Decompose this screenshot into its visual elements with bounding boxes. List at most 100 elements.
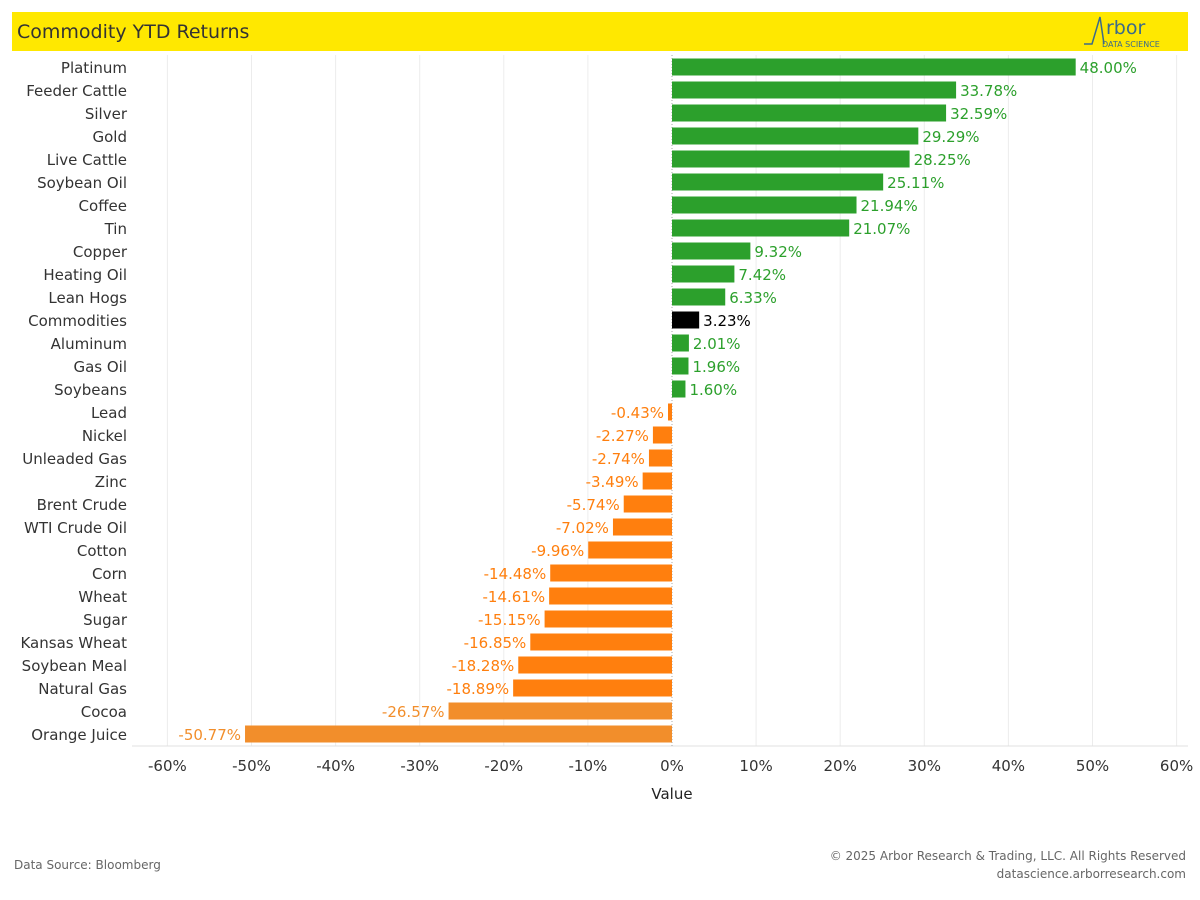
- category-label: Natural Gas: [38, 680, 127, 698]
- bar: [672, 150, 910, 168]
- data-label: 33.78%: [960, 82, 1017, 100]
- bar: [245, 725, 673, 743]
- bar: [672, 219, 850, 237]
- bar: [672, 127, 919, 145]
- bar: [672, 173, 884, 191]
- category-label: Soybeans: [54, 381, 127, 399]
- data-label: 29.29%: [922, 128, 979, 146]
- category-label: Cotton: [77, 542, 127, 560]
- bar: [518, 656, 672, 674]
- bar: [672, 58, 1076, 76]
- bar: [550, 564, 672, 582]
- category-label: Commodities: [28, 312, 127, 330]
- data-label: -18.28%: [452, 657, 515, 675]
- bar: [672, 334, 689, 352]
- data-label: -2.74%: [592, 450, 645, 468]
- category-label: Lead: [91, 404, 127, 422]
- bar: [612, 518, 672, 536]
- data-source: Data Source: Bloomberg: [14, 858, 161, 872]
- data-label: -50.77%: [178, 726, 241, 744]
- x-tick-label: 40%: [992, 757, 1025, 775]
- category-label: Live Cattle: [47, 151, 127, 169]
- data-label: 48.00%: [1080, 59, 1137, 77]
- x-tick-label: -60%: [148, 757, 187, 775]
- data-label: 28.25%: [914, 151, 971, 169]
- category-label: Gas Oil: [73, 358, 127, 376]
- x-tick-label: 10%: [739, 757, 772, 775]
- data-label: 1.60%: [689, 381, 737, 399]
- data-label: 32.59%: [950, 105, 1007, 123]
- bar: [513, 679, 672, 697]
- bar: [642, 472, 672, 490]
- data-label: -14.48%: [484, 565, 547, 583]
- category-label: Lean Hogs: [48, 289, 127, 307]
- category-label: Orange Juice: [31, 726, 127, 744]
- x-tick-label: -30%: [400, 757, 439, 775]
- category-label: Soybean Meal: [22, 657, 127, 675]
- svg-text:DATA SCIENCE: DATA SCIENCE: [1102, 40, 1160, 49]
- category-label: Brent Crude: [37, 496, 127, 514]
- category-label: Unleaded Gas: [22, 450, 127, 468]
- copyright: © 2025 Arbor Research & Trading, LLC. Al…: [829, 849, 1186, 863]
- data-label: -14.61%: [483, 588, 546, 606]
- data-label: 1.96%: [692, 358, 740, 376]
- bar: [672, 81, 957, 99]
- category-label: Zinc: [95, 473, 127, 491]
- arbor-logo: rbor DATA SCIENCE: [1084, 16, 1160, 49]
- website-link[interactable]: datascience.arborresearch.com: [996, 867, 1186, 881]
- bar: [672, 196, 857, 214]
- data-label: 21.07%: [853, 220, 910, 238]
- chart-title: Commodity YTD Returns: [17, 21, 250, 43]
- x-tick-label: 60%: [1160, 757, 1193, 775]
- category-label: Kansas Wheat: [20, 634, 127, 652]
- data-label: 9.32%: [754, 243, 802, 261]
- data-label: 6.33%: [729, 289, 777, 307]
- x-tick-label: 50%: [1076, 757, 1109, 775]
- data-label: 3.23%: [703, 312, 751, 330]
- bar: [623, 495, 672, 513]
- category-label: WTI Crude Oil: [24, 519, 127, 537]
- bar: [549, 587, 672, 605]
- bar: [672, 242, 751, 260]
- data-label: 2.01%: [693, 335, 741, 353]
- category-label: Sugar: [83, 611, 128, 629]
- category-label: Heating Oil: [43, 266, 127, 284]
- category-label: Gold: [93, 128, 128, 146]
- data-label: 7.42%: [738, 266, 786, 284]
- bar: [672, 357, 689, 375]
- bar: [588, 541, 672, 559]
- category-label: Platinum: [61, 59, 127, 77]
- data-label: -26.57%: [382, 703, 445, 721]
- x-tick-label: -20%: [484, 757, 523, 775]
- bar: [672, 265, 735, 283]
- data-label: -15.15%: [478, 611, 541, 629]
- category-label: Nickel: [82, 427, 127, 445]
- x-tick-label: -50%: [232, 757, 271, 775]
- bar: [652, 426, 672, 444]
- data-label: -18.89%: [447, 680, 510, 698]
- bar: [648, 449, 672, 467]
- title-bar: Commodity YTD Returns rbor DATA SCIENCE: [12, 12, 1188, 51]
- category-label: Wheat: [78, 588, 127, 606]
- x-tick-label: -10%: [569, 757, 608, 775]
- category-label: Coffee: [79, 197, 127, 215]
- bar: [672, 311, 700, 329]
- bar: [672, 288, 726, 306]
- category-label: Aluminum: [51, 335, 127, 353]
- data-label: -5.74%: [567, 496, 620, 514]
- bar: [530, 633, 672, 651]
- category-label: Silver: [85, 105, 128, 123]
- x-axis-title: Value: [651, 785, 692, 803]
- data-label: 25.11%: [887, 174, 944, 192]
- bar: [668, 403, 672, 421]
- svg-text:rbor: rbor: [1106, 17, 1145, 39]
- data-label: -7.02%: [556, 519, 609, 537]
- data-label: -3.49%: [586, 473, 639, 491]
- x-tick-label: -40%: [316, 757, 355, 775]
- category-label: Feeder Cattle: [26, 82, 127, 100]
- data-label: -16.85%: [464, 634, 527, 652]
- x-tick-label: 30%: [908, 757, 941, 775]
- bar: [672, 104, 947, 122]
- data-label: -9.96%: [531, 542, 584, 560]
